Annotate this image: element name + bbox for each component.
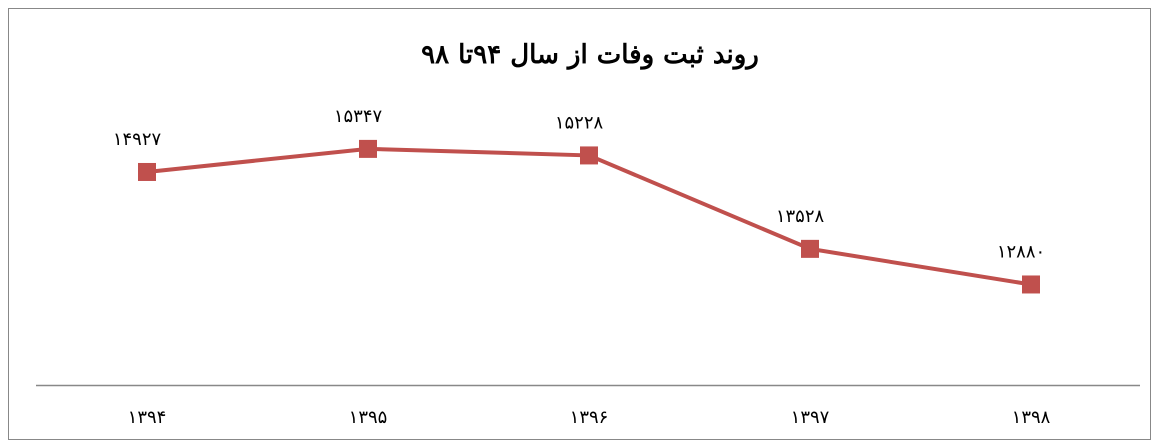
x-tick-label: ۱۳۹۸	[1012, 407, 1051, 428]
data-label: ۱۵۳۴۷	[334, 106, 383, 127]
chart-border	[8, 8, 1151, 440]
data-label: ۱۲۸۸۰	[997, 241, 1045, 262]
data-label: ۱۳۵۲۸	[776, 206, 825, 227]
point-marker	[138, 162, 156, 181]
data-label: ۱۴۹۲۷	[113, 129, 162, 150]
x-tick-label: ۱۳۹۷	[791, 407, 830, 428]
x-tick-label: ۱۳۹۴	[128, 407, 167, 428]
x-tick-label: ۱۳۹۵	[349, 407, 388, 428]
point-marker	[580, 146, 598, 165]
point-marker	[801, 239, 819, 258]
point-marker	[1022, 275, 1040, 294]
data-label: ۱۵۲۲۸	[555, 112, 604, 133]
point-marker	[359, 139, 377, 158]
x-tick-label: ۱۳۹۶	[570, 407, 609, 428]
chart-title: روند ثبت وفات از سال ۹۴تا ۹۸	[421, 40, 759, 70]
